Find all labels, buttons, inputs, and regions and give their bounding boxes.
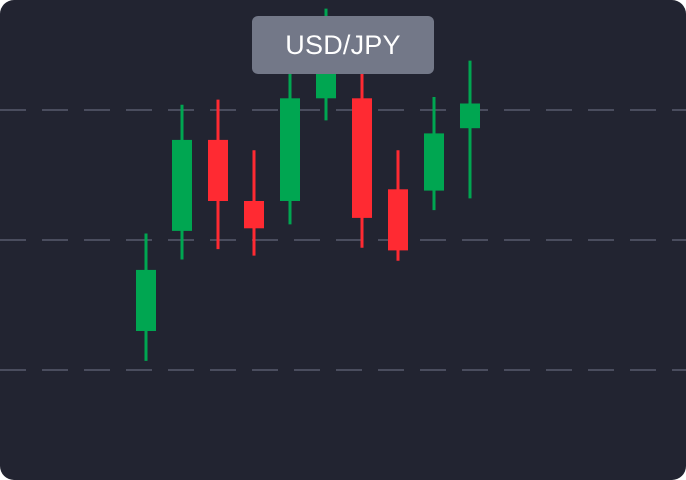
candles bbox=[136, 8, 480, 361]
candle-7[interactable] bbox=[352, 64, 372, 248]
candle-9[interactable] bbox=[424, 97, 444, 211]
candle-body-down bbox=[352, 98, 372, 218]
candle-body-up bbox=[424, 133, 444, 191]
candle-body-up bbox=[280, 98, 300, 201]
grid-lines bbox=[0, 109, 686, 371]
candle-body-up bbox=[172, 139, 192, 231]
candle-3[interactable] bbox=[208, 99, 228, 250]
candle-4[interactable] bbox=[244, 150, 264, 256]
candle-body-down bbox=[388, 189, 408, 251]
candle-body-down bbox=[208, 139, 228, 201]
candle-body-up bbox=[460, 103, 480, 129]
candle-body-up bbox=[136, 269, 156, 331]
candle-5[interactable] bbox=[280, 64, 300, 225]
candle-10[interactable] bbox=[460, 60, 480, 199]
candle-8[interactable] bbox=[388, 150, 408, 261]
symbol-badge[interactable]: USD/JPY bbox=[252, 16, 434, 74]
candle-2[interactable] bbox=[172, 104, 192, 260]
chart-title: USD/JPY bbox=[285, 29, 401, 60]
candle-body-down bbox=[244, 201, 264, 229]
candle-1[interactable] bbox=[136, 233, 156, 361]
